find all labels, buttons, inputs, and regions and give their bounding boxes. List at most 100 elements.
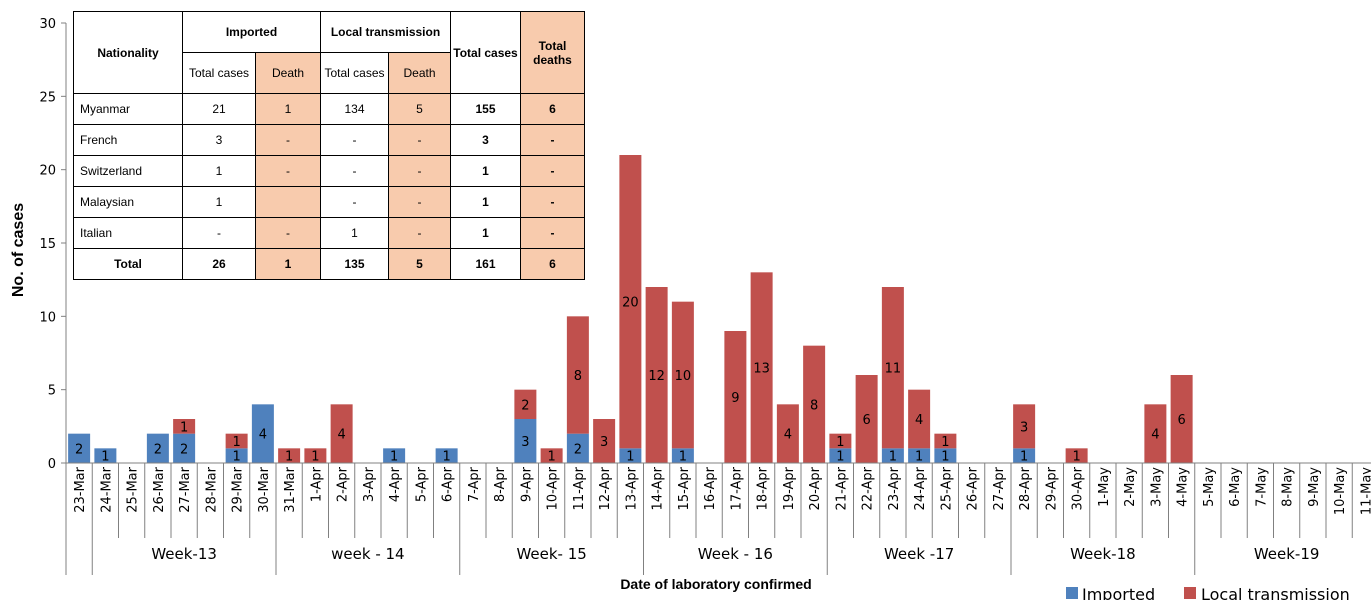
x-tick-label: 24-Apr <box>913 466 928 510</box>
cell-local-death: - <box>388 217 451 249</box>
data-label-imported: 1 <box>101 450 109 465</box>
data-label-local-transmission: 4 <box>337 428 345 443</box>
header-total-deaths: Total deaths <box>520 11 585 94</box>
data-label-imported: 1 <box>626 450 634 465</box>
bar-local-transmission <box>671 301 694 449</box>
bar-local-transmission <box>566 316 589 434</box>
data-label-local-transmission: 1 <box>285 450 293 465</box>
cell-local-cases: 135 <box>320 248 389 280</box>
week-label: Week-13 <box>151 545 217 563</box>
table-row: Switzerland 1 - - - 1 - <box>73 155 585 187</box>
cell-local-death: 5 <box>388 93 451 125</box>
x-tick-label: 29-Mar <box>231 466 246 512</box>
data-label-local-transmission: 3 <box>1020 420 1028 435</box>
x-tick-label: 29-Apr <box>1044 466 1059 510</box>
data-label-local-transmission: 12 <box>648 369 665 384</box>
cell-total-deaths: - <box>520 217 585 249</box>
cell-total-deaths: - <box>520 155 585 187</box>
cell-imported-death: 1 <box>255 248 321 280</box>
week-label: Week- 15 <box>516 545 586 563</box>
bar-local-transmission <box>514 389 537 419</box>
x-tick-label: 6-May <box>1228 467 1243 507</box>
x-tick-label: 30-Apr <box>1071 466 1086 510</box>
data-label-local-transmission: 10 <box>675 369 692 384</box>
data-label-imported: 3 <box>521 435 529 450</box>
x-tick-label: 5-May <box>1202 467 1217 507</box>
cell-total-cases: 1 <box>450 217 521 249</box>
x-tick-label: 27-Apr <box>992 466 1007 510</box>
cell-local-death: - <box>388 124 451 156</box>
bar-imported <box>934 448 957 463</box>
subheader-local-cases: Total cases <box>320 52 389 94</box>
data-label-local-transmission: 6 <box>862 413 870 428</box>
x-tick-label: 23-Mar <box>73 466 88 512</box>
x-axis-label: Date of laboratory confirmed <box>620 576 811 592</box>
cell-nationality: Total <box>73 248 183 280</box>
data-label-imported: 1 <box>390 450 398 465</box>
bar-imported <box>671 448 694 463</box>
header-nationality: Nationality <box>73 11 183 94</box>
bar-local-transmission <box>750 272 773 463</box>
data-label-imported: 2 <box>180 442 188 457</box>
x-tick-label: 8-May <box>1281 467 1296 507</box>
cell-imported-death: - <box>255 155 321 187</box>
cell-local-cases: - <box>320 186 389 218</box>
bar-imported <box>908 448 931 463</box>
x-tick-label: 25-Mar <box>126 466 141 512</box>
y-axis-label: No. of cases <box>10 203 27 297</box>
subheader-local-death: Death <box>388 52 451 94</box>
bar-local-transmission <box>645 287 668 463</box>
bar-local-transmission <box>540 448 563 463</box>
table-row: Italian - - 1 - 1 - <box>73 217 585 249</box>
data-label-local-transmission: 4 <box>1151 428 1159 443</box>
x-tick-label: 26-Mar <box>152 466 167 512</box>
legend-label-local: Local transmission <box>1201 585 1350 600</box>
cell-total-cases: 161 <box>450 248 521 280</box>
table-row-total: Total 26 1 135 5 161 6 <box>73 248 585 280</box>
cell-nationality: Italian <box>73 217 183 249</box>
bar-local-transmission <box>1065 448 1088 463</box>
legend-label-imported: Imported <box>1082 585 1155 600</box>
x-tick-label: 11-May <box>1359 467 1371 515</box>
data-label-local-transmission: 4 <box>915 413 923 428</box>
cell-imported-death: 1 <box>255 93 321 125</box>
bar-local-transmission <box>881 287 904 449</box>
x-tick-label: 10-May <box>1333 467 1348 515</box>
bar-local-transmission <box>278 448 301 463</box>
y-tick-label: 25 <box>39 90 56 105</box>
bar-imported <box>225 448 248 463</box>
data-label-local-transmission: 20 <box>622 296 639 311</box>
x-tick-label: 30-Mar <box>257 466 272 512</box>
x-tick-label: 4-May <box>1176 467 1191 507</box>
data-label-imported: 1 <box>1020 450 1028 465</box>
bar-imported <box>251 404 274 463</box>
x-tick-label: 15-Apr <box>677 466 692 510</box>
data-label-local-transmission: 8 <box>574 369 582 384</box>
x-tick-label: 5-Apr <box>414 466 429 502</box>
cell-imported-death <box>255 186 321 218</box>
data-label-local-transmission: 6 <box>1177 413 1185 428</box>
cell-total-cases: 1 <box>450 186 521 218</box>
cell-local-cases: - <box>320 155 389 187</box>
bar-local-transmission <box>304 448 327 463</box>
data-label-imported: 1 <box>915 450 923 465</box>
data-label-local-transmission: 1 <box>311 450 319 465</box>
cell-local-death: - <box>388 186 451 218</box>
bar-local-transmission <box>855 375 878 463</box>
legend: Imported Local transmission <box>1066 585 1350 600</box>
x-tick-label: 23-Apr <box>887 466 902 510</box>
bar-local-transmission <box>776 404 799 463</box>
bar-local-transmission <box>908 389 931 449</box>
bar-local-transmission <box>934 433 957 449</box>
x-tick-label: 31-Mar <box>283 466 298 512</box>
bar-local-transmission <box>724 331 747 463</box>
cell-local-cases: 134 <box>320 93 389 125</box>
data-label-local-transmission: 9 <box>731 391 739 406</box>
data-label-imported: 1 <box>442 450 450 465</box>
x-tick-label: 2-May <box>1123 467 1138 507</box>
cell-imported-cases: 3 <box>182 124 256 156</box>
bar-imported <box>383 448 406 463</box>
cell-local-death: 5 <box>388 248 451 280</box>
y-tick-label: 20 <box>39 164 56 179</box>
data-label-imported: 1 <box>889 450 897 465</box>
